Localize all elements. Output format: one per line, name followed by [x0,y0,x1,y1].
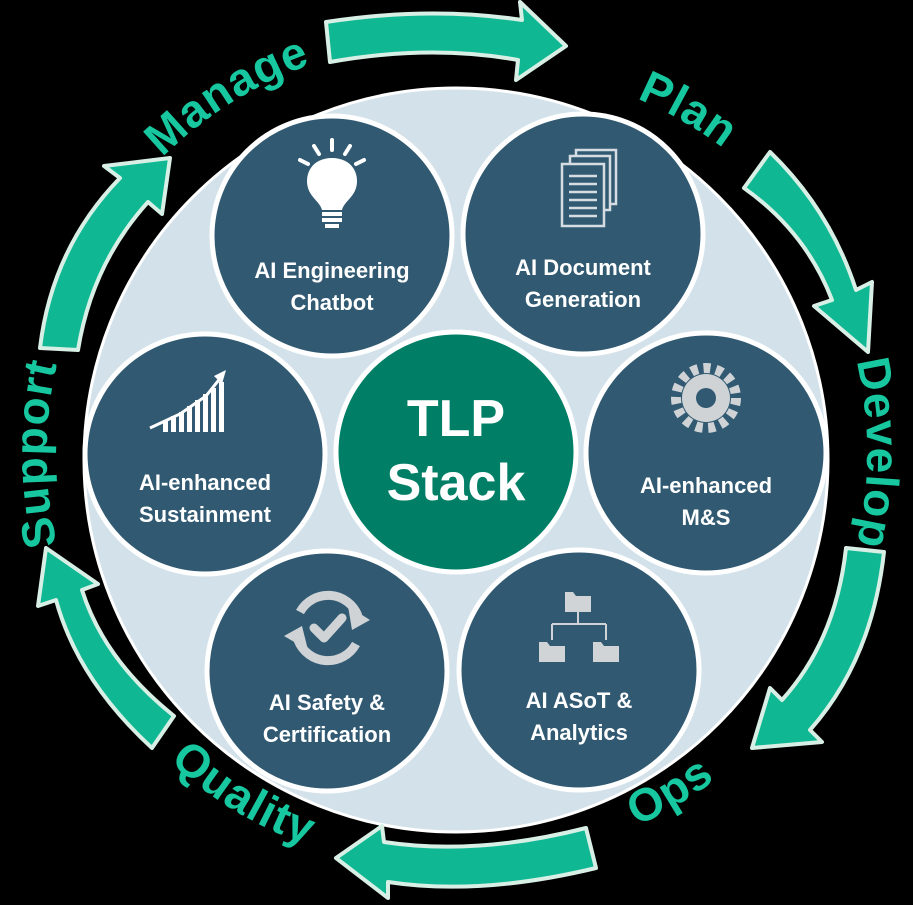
arrow-develop-to-ops [750,546,886,750]
node-label-line1: AI-enhanced [640,473,772,498]
node-asot: AI ASoT & Analytics [456,547,702,793]
node-label-line2: M&S [682,505,731,530]
node-label-line2: Chatbot [290,290,374,315]
arrow-manage-to-plan [324,0,568,82]
refresh-check-icon [284,590,370,666]
arrow-support-to-manage [38,156,172,352]
node-ms: AI-enhanced M&S [583,330,829,576]
node-chatbot: AI Engineering Chatbot [209,113,455,359]
growth-chart-icon [149,370,226,432]
node-circle [209,113,455,359]
node-sustainment: AI-enhanced Sustainment [82,331,328,577]
node-label-line2: Sustainment [139,502,272,527]
arrow-ops-to-quality [334,824,598,900]
node-docgen: AI Document Generation [460,111,706,357]
node-label-line1: AI Document [515,255,651,280]
center-title: TLP [407,390,505,448]
center-subtitle: Stack [387,454,526,512]
arrow-plan-to-develop [742,150,874,354]
center-circle [333,329,579,575]
node-circle [460,111,706,357]
lightbulb-icon [298,138,366,228]
phase-label-support: Support [4,354,66,553]
node-label-line1: AI-enhanced [139,470,271,495]
phase-label-develop: Develop [847,353,910,554]
center-node: TLP Stack [333,329,579,575]
node-label-line2: Certification [263,722,391,747]
node-circle [456,547,702,793]
cycle-arrows [36,0,886,900]
node-circle [583,330,829,576]
node-circle [82,331,328,577]
node-label-line2: Generation [525,287,641,312]
node-circle [204,548,450,794]
documents-icon [560,148,618,228]
node-safety: AI Safety & Certification [204,548,450,794]
node-label-line1: AI ASoT & [526,688,633,713]
node-label-line1: AI Safety & [269,690,385,715]
arrow-quality-to-support [36,546,176,750]
node-label-line2: Analytics [530,720,628,745]
node-label-line1: AI Engineering [254,258,409,283]
folder-tree-icon [539,592,619,662]
gear-icon [671,363,741,433]
